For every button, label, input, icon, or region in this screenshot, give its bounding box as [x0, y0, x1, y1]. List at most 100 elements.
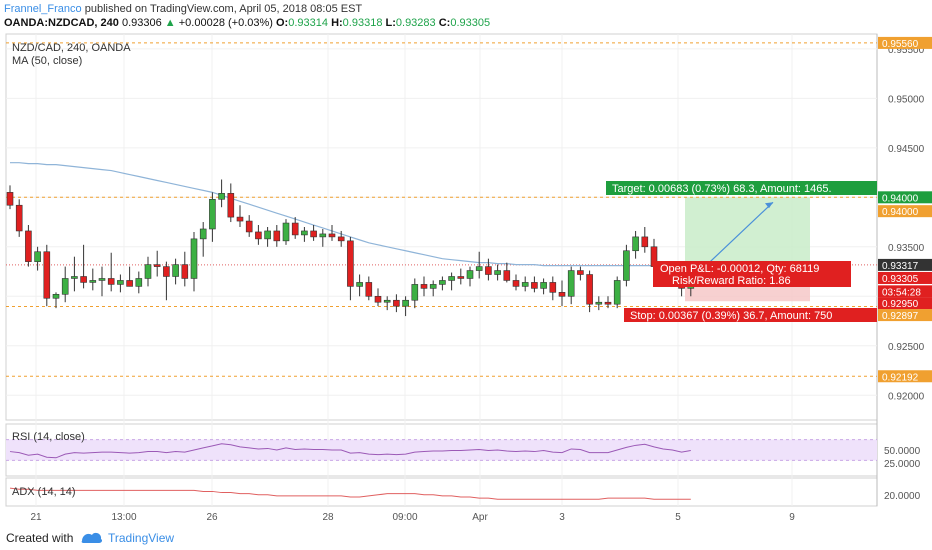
price-level-tag-text: 0.92192: [882, 372, 919, 383]
stop-label-bg: [624, 308, 877, 322]
time-tick-label: 26: [206, 512, 218, 523]
candle-body: [245, 220, 253, 233]
candle-body: [567, 270, 575, 297]
candle-body: [98, 278, 106, 281]
candle-body: [153, 264, 161, 267]
open-label: O:: [276, 17, 289, 29]
candle-body: [374, 295, 382, 303]
candle-body: [577, 270, 584, 275]
candle-body: [190, 238, 198, 279]
candle-body: [540, 282, 547, 289]
time-tick-label: 28: [322, 512, 334, 523]
candle-body: [43, 251, 51, 299]
pl-label-bg: [653, 261, 851, 287]
price-tick-label: 0.95000: [888, 94, 925, 105]
candle-body: [411, 284, 419, 301]
candle-body: [209, 198, 216, 230]
price-level-tag-text: 0.92897: [882, 311, 919, 322]
candle-body: [448, 276, 455, 281]
high-label: H:: [331, 17, 343, 29]
tradingview-link[interactable]: TradingView: [108, 531, 175, 545]
change-value: +0.00028 (+0.03%): [178, 17, 273, 29]
candle-body: [117, 280, 124, 285]
rsi-label: RSI (14, close): [12, 431, 85, 443]
close-label: C:: [438, 17, 451, 29]
candle-body: [319, 233, 327, 238]
candle-body: [337, 236, 345, 242]
adx-tick-label: 20.0000: [884, 491, 921, 502]
candle-body: [107, 278, 115, 285]
price-level-tag: [878, 258, 932, 271]
price-tick-label: 0.93500: [888, 243, 925, 254]
price-level-tag: [878, 191, 932, 204]
author-link[interactable]: Frannel_Franco: [4, 3, 82, 15]
candle-body: [632, 236, 639, 252]
footer: Created with TradingView: [0, 526, 932, 550]
created-with-text: Created with: [6, 531, 74, 545]
candle-body: [347, 240, 354, 287]
risk-reward-label: Risk/Reward Ratio: 1.86: [672, 275, 791, 287]
target-zone: [685, 197, 810, 265]
adx-line: [9, 487, 691, 500]
candle-body: [199, 228, 207, 240]
candle-body: [365, 282, 373, 297]
candle-body: [503, 270, 511, 281]
candle-body: [310, 230, 317, 238]
time-tick-label: 09:00: [392, 512, 417, 523]
time-tick-label: 3: [559, 512, 565, 523]
candle-body: [429, 284, 437, 289]
price-tick-label: 0.95500: [888, 45, 925, 56]
low-label: L:: [385, 17, 396, 29]
candle-body: [227, 193, 235, 218]
open-value: 0.93314: [288, 17, 328, 29]
rsi-tick-label: 50.0000: [884, 446, 921, 457]
tradingview-logo-icon: [81, 532, 103, 543]
target-label: Target: 0.00683 (0.73%) 68.3, Amount: 14…: [612, 183, 832, 195]
candle-body: [393, 299, 400, 307]
price-chart[interactable]: Target: 0.00683 (0.73%) 68.3, Amount: 14…: [0, 0, 932, 526]
candle-body: [172, 264, 179, 277]
price-level-tag: [878, 36, 932, 49]
candle-body: [126, 280, 133, 287]
high-value: 0.93318: [342, 17, 383, 29]
candle-body: [586, 274, 593, 305]
ma-label: MA (50, close): [12, 55, 82, 67]
candle-body: [475, 266, 483, 271]
price-level-tag-text: 0.93305: [882, 274, 919, 285]
close-value: 0.93305: [450, 17, 491, 29]
candle-body: [604, 301, 612, 305]
price-level-tag: [878, 370, 932, 383]
pane-symbol-title: NZD/CAD, 240, OANDA: [12, 42, 131, 54]
candle-body: [80, 276, 87, 283]
open-pl-label: Open P&L: -0.00012, Qty: 68119: [660, 263, 819, 275]
candle-body: [6, 192, 14, 206]
candle-body: [273, 230, 281, 242]
price-level-tag-text: 0.93317: [882, 261, 919, 272]
candle-body: [61, 278, 69, 295]
candle-body: [420, 284, 428, 289]
candle-body: [439, 280, 446, 285]
time-tick-label: 5: [675, 512, 681, 523]
candle-body: [218, 193, 225, 200]
rsi-tick-label: 25.0000: [884, 459, 921, 470]
published-text: published on TradingView.com, April 05, …: [84, 3, 363, 15]
price-tick-label: 0.94500: [888, 144, 925, 155]
candle-body: [52, 294, 60, 299]
price-level-tag-text: 0.92950: [882, 299, 919, 310]
candle-body: [181, 264, 189, 279]
price-level-tag-text: 0.94000: [882, 193, 919, 204]
candle-body: [144, 264, 152, 279]
price-tick-label: 0.92000: [888, 391, 925, 402]
adx-pane: [5, 477, 878, 507]
projection-arrow-head: [765, 202, 773, 209]
price-level-tag-text: 03:54:28: [882, 287, 921, 298]
time-tick-label: 9: [789, 512, 795, 523]
candle-body: [25, 230, 32, 262]
publish-line: Frannel_Franco published on TradingView.…: [4, 3, 362, 15]
candle-body: [641, 236, 649, 248]
price-level-tag: [878, 309, 932, 322]
candle-body: [282, 222, 290, 242]
candle-body: [71, 276, 78, 279]
candle-body: [356, 282, 363, 287]
